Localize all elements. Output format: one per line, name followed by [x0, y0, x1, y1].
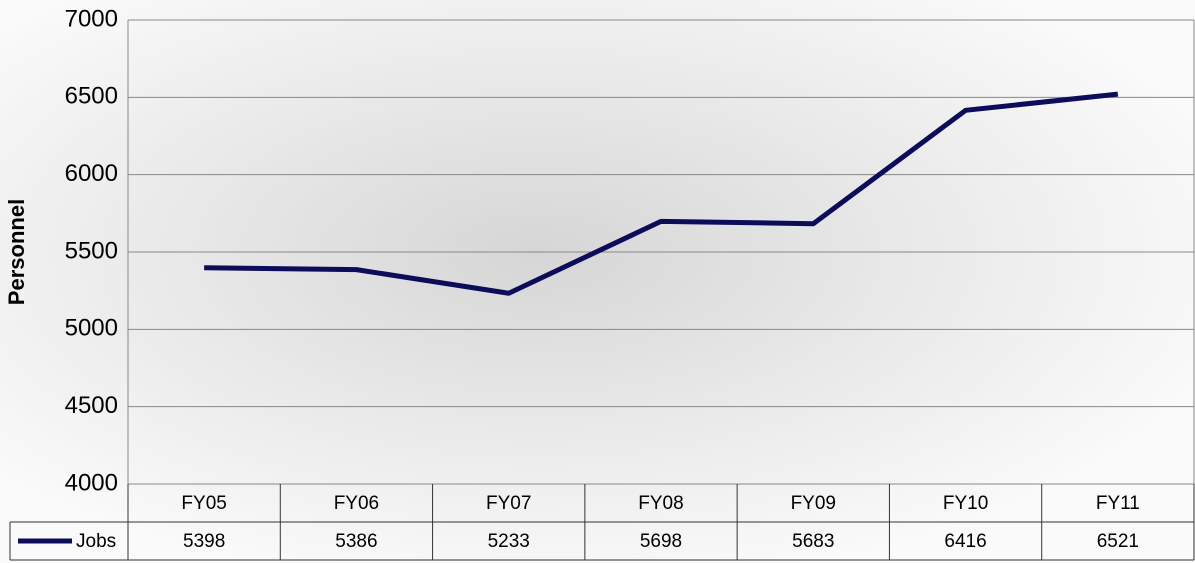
- legend-label: Jobs: [76, 531, 116, 552]
- table-value: 5683: [792, 531, 834, 552]
- x-tick-label: FY05: [181, 493, 226, 514]
- y-tick-label: 7000: [65, 5, 118, 32]
- y-axis-label: Personnel: [4, 199, 29, 305]
- x-tick-label: FY11: [1096, 493, 1140, 514]
- table-value: 6416: [944, 531, 986, 552]
- line: [204, 91, 1119, 296]
- y-tick-label: 4000: [65, 469, 118, 496]
- x-tick-label: FY09: [791, 493, 836, 514]
- table-value: 5398: [183, 531, 225, 552]
- y-tick-label: 4500: [65, 392, 118, 419]
- table-value: 5386: [335, 531, 377, 552]
- y-tick-label: 6000: [65, 160, 118, 187]
- y-tick-label: 5000: [65, 315, 118, 342]
- y-tick-label: 5500: [65, 237, 118, 264]
- x-tick-label: FY06: [334, 493, 379, 514]
- y-tick-label: 6500: [65, 83, 118, 110]
- x-tick-label: FY07: [486, 493, 531, 514]
- x-tick-label: FY10: [943, 493, 988, 514]
- table-value: 6521: [1097, 531, 1139, 552]
- table-value: 5233: [488, 531, 530, 552]
- x-tick-label: FY08: [638, 493, 683, 514]
- table-value: 5698: [640, 531, 682, 552]
